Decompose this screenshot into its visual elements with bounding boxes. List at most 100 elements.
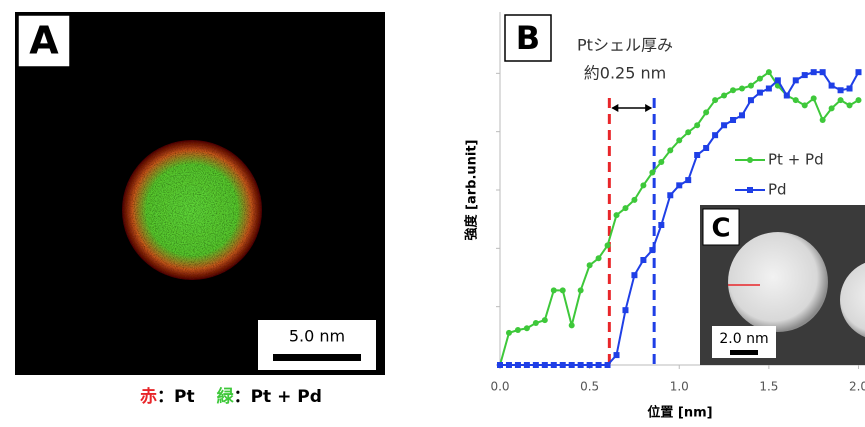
point	[792, 77, 799, 84]
point	[730, 87, 737, 94]
point	[685, 129, 692, 136]
point	[765, 69, 772, 76]
point	[846, 102, 853, 109]
caption-part: ：Pt + Pd	[234, 387, 322, 407]
point	[613, 352, 620, 359]
point	[855, 97, 862, 104]
caption-part: 赤	[140, 386, 157, 407]
point	[828, 105, 835, 112]
annotation: 約0.25 nm	[584, 64, 666, 83]
point	[667, 192, 674, 199]
x-tick-label: 2.0	[849, 380, 865, 394]
scale-bar	[273, 354, 361, 361]
point	[640, 257, 647, 263]
point	[667, 147, 674, 154]
point	[505, 362, 512, 368]
point	[837, 97, 844, 104]
point	[586, 262, 593, 269]
point	[604, 242, 611, 249]
panel-label: A	[29, 19, 59, 63]
point	[658, 222, 665, 228]
point	[613, 212, 620, 219]
point	[756, 89, 763, 96]
scale-label: 5.0 nm	[289, 327, 345, 346]
point	[631, 272, 638, 279]
point	[828, 82, 835, 89]
point	[649, 247, 656, 254]
point	[801, 102, 808, 109]
x-axis-label: 位置 [nm]	[647, 405, 712, 421]
annotation: Ptシェル厚み	[577, 36, 673, 55]
legend-label: Pd	[768, 181, 787, 199]
point	[577, 362, 584, 368]
point	[774, 77, 781, 84]
point	[514, 327, 521, 333]
point	[586, 362, 593, 368]
point	[649, 169, 656, 176]
point	[721, 122, 728, 129]
point	[541, 317, 548, 324]
point	[837, 87, 844, 94]
point	[568, 362, 575, 368]
legend-label: Pt + Pd	[768, 151, 824, 169]
point	[792, 97, 799, 104]
point	[738, 112, 745, 119]
caption-part: 緑	[217, 386, 235, 407]
point	[747, 97, 754, 104]
panel-label: B	[516, 19, 540, 57]
point	[676, 182, 683, 189]
point	[622, 205, 629, 212]
nanoparticle	[122, 140, 262, 280]
point	[810, 69, 817, 76]
point	[783, 92, 790, 99]
inset-c: C 2.0 nm	[700, 205, 865, 365]
x-tick-label: 0.5	[580, 380, 599, 394]
point	[559, 362, 566, 368]
point	[658, 159, 665, 165]
point	[685, 177, 692, 184]
point	[604, 362, 611, 368]
caption-part: ：Pt	[157, 387, 195, 407]
point	[532, 362, 539, 368]
point	[622, 307, 629, 314]
point	[532, 320, 539, 326]
point	[595, 362, 602, 368]
panel-label-box	[702, 208, 740, 246]
point	[640, 182, 647, 189]
panel-label-box	[504, 14, 552, 62]
x-tick-label: 1.5	[759, 380, 778, 394]
caption: 赤：Pt 緑：Pt + Pd	[140, 386, 322, 407]
point	[712, 97, 719, 104]
point	[550, 362, 557, 368]
point	[846, 85, 853, 92]
point	[523, 325, 530, 332]
point	[765, 85, 772, 92]
point	[568, 322, 575, 329]
scale-box	[258, 320, 376, 370]
point	[810, 95, 817, 102]
point	[756, 75, 763, 82]
point	[721, 92, 728, 99]
legend-marker	[747, 187, 753, 193]
point	[712, 132, 719, 139]
point	[577, 287, 584, 294]
point	[676, 137, 683, 144]
point	[559, 287, 566, 294]
point	[497, 362, 503, 368]
scale-bar	[730, 350, 758, 355]
x-tick-label: 0.0	[490, 380, 509, 394]
point	[703, 109, 710, 116]
point	[730, 117, 737, 123]
point	[595, 255, 602, 262]
point	[694, 152, 701, 158]
point	[738, 85, 745, 92]
panel-label-box	[17, 14, 71, 68]
point	[505, 329, 512, 336]
x-tick-label: 1.0	[670, 380, 689, 394]
point	[801, 72, 808, 79]
point	[523, 362, 530, 368]
scale-label: 2.0 nm	[719, 331, 768, 347]
particle	[840, 262, 865, 338]
